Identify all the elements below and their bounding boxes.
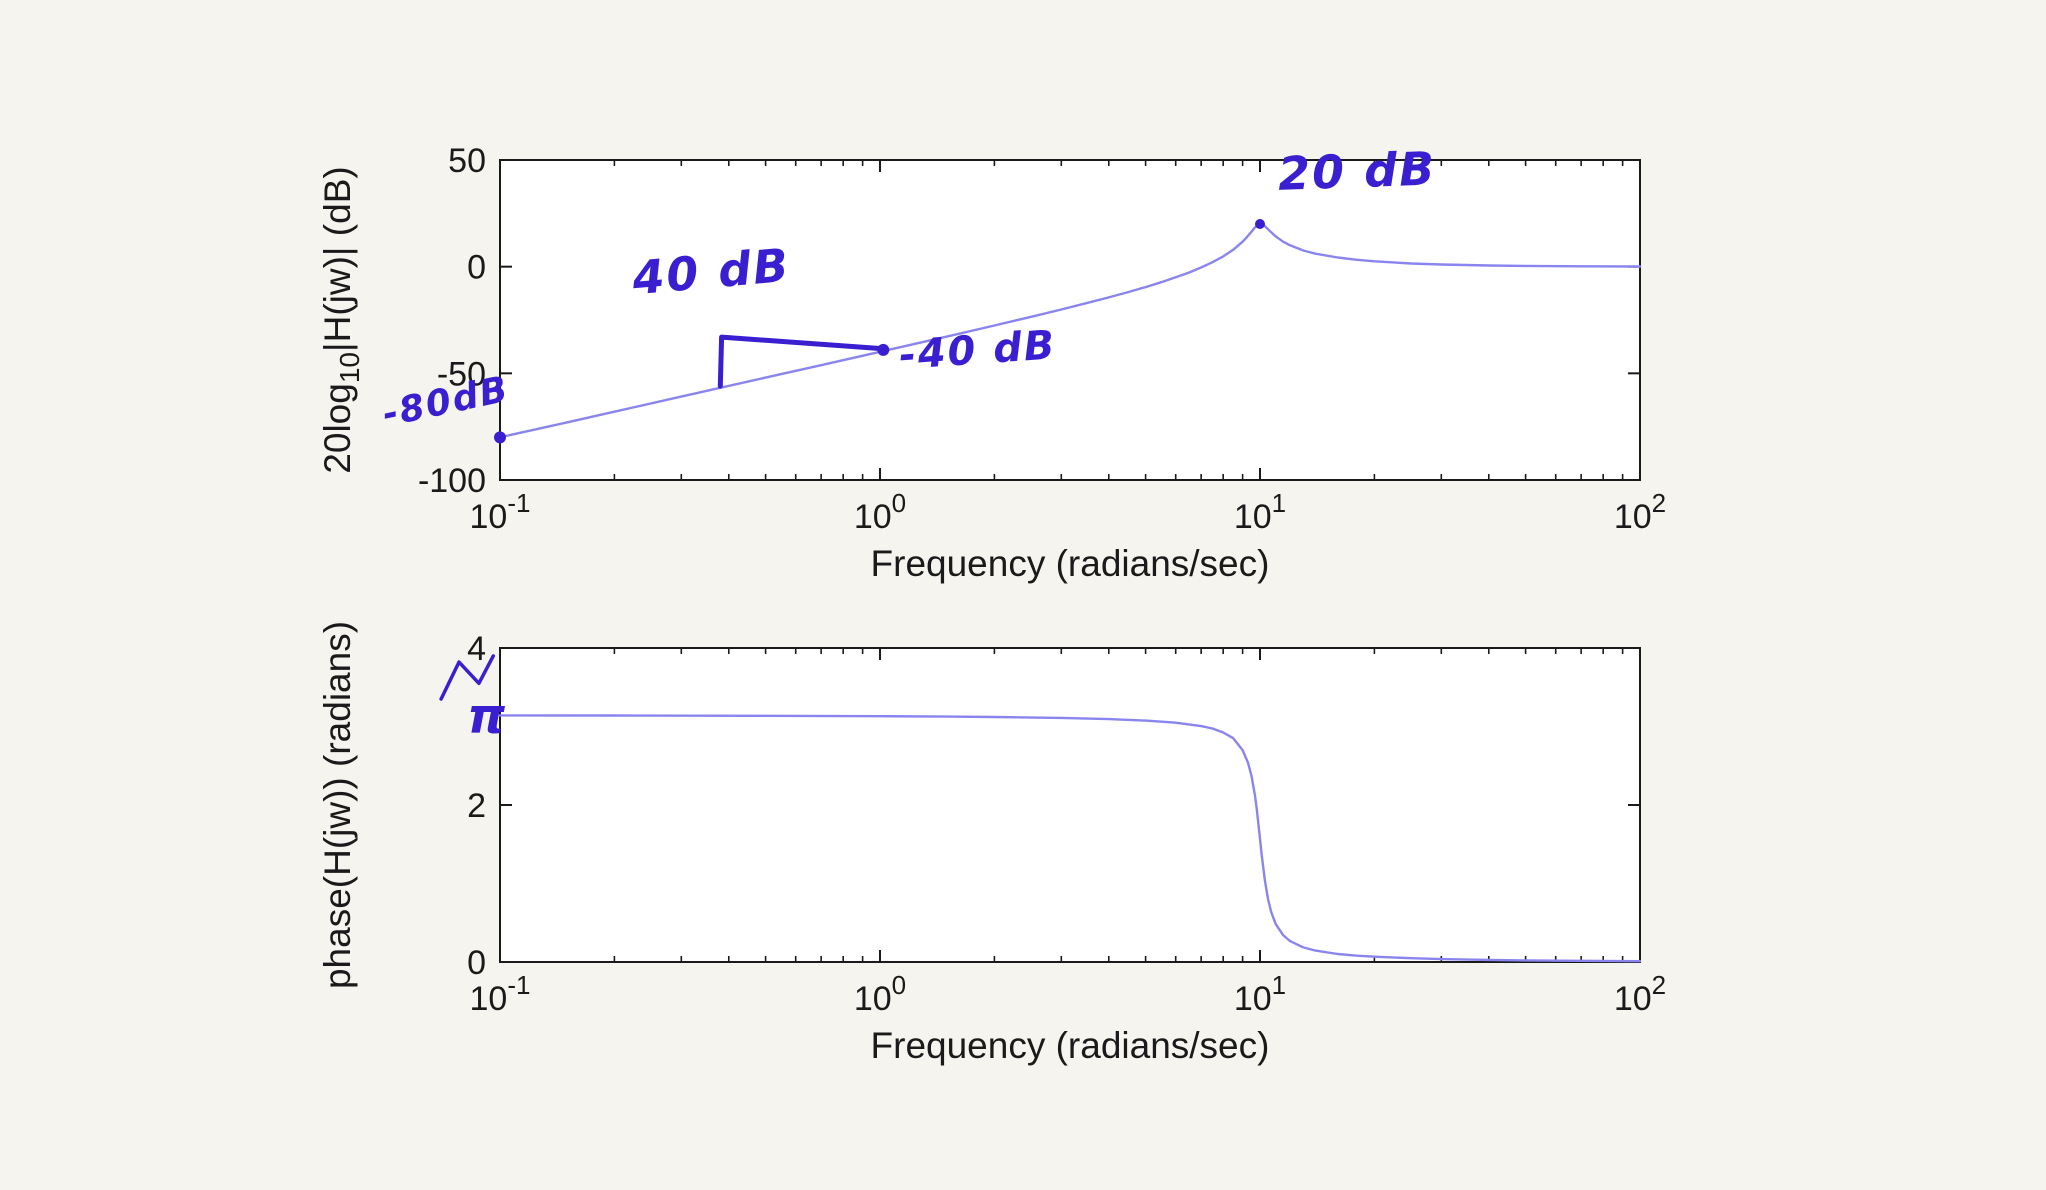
x-tick-label: 10-1 (470, 970, 531, 1018)
phase-y-tick-labels: 4 2 0 (467, 630, 486, 982)
y-tick-label: -50 (437, 355, 486, 393)
label-pi: π (467, 689, 507, 745)
x-tick-label: 100 (854, 970, 906, 1018)
label-20db: 20 dB (1277, 141, 1437, 200)
x-tick-label: 102 (1614, 488, 1666, 536)
phase-x-tick-labels: 10-1 100 101 102 (470, 970, 1667, 1018)
phase-curve (498, 714, 1642, 963)
magnitude-y-tick-labels: 50 0 -50 -100 (418, 142, 486, 500)
point-dot-peak (1255, 219, 1265, 229)
y-tick-label: -100 (418, 462, 486, 500)
x-tick-label: 102 (1614, 970, 1666, 1018)
point-dot-1rad (877, 343, 890, 356)
phase-annotations: π (439, 654, 507, 745)
y-tick-label: 0 (467, 249, 486, 287)
phase-ylabel: phase(H(jw)) (radians) (317, 621, 358, 989)
x-tick-label: 10-1 (470, 488, 531, 536)
y-tick-label: 0 (467, 944, 486, 982)
y-tick-label: 4 (467, 630, 486, 668)
x-tick-label: 101 (1234, 488, 1286, 536)
magnitude-ylabel: 20log10|H(jw)| (dB) (317, 166, 365, 473)
magnitude-curve (498, 222, 1642, 439)
slope-step-stroke (717, 334, 886, 389)
phase-plot-area (500, 648, 1640, 962)
pi-flourish-stroke (439, 654, 496, 701)
magnitude-x-tick-labels: 10-1 100 101 102 (470, 488, 1667, 536)
magnitude-plot: 10-1 100 101 102 50 0 -50 -100 Frequency (radian… (317, 141, 1666, 584)
x-tick-label: 100 (854, 488, 906, 536)
y-tick-label: 50 (448, 142, 486, 180)
phase-axes-box (499, 647, 1641, 963)
phase-plot: 10-1 100 101 102 4 2 0 Frequency (radians/sec) p… (317, 621, 1666, 1066)
y-tick-label: 2 (467, 787, 486, 825)
label-minus-40db: -40 dB (898, 322, 1058, 379)
magnitude-xlabel: Frequency (radians/sec) (871, 543, 1270, 584)
magnitude-plot-area (500, 160, 1640, 480)
x-tick-label: 101 (1234, 970, 1286, 1018)
point-dot-0p1rad (494, 431, 506, 444)
magnitude-axes-box (499, 159, 1641, 481)
phase-xlabel: Frequency (radians/sec) (871, 1025, 1270, 1066)
